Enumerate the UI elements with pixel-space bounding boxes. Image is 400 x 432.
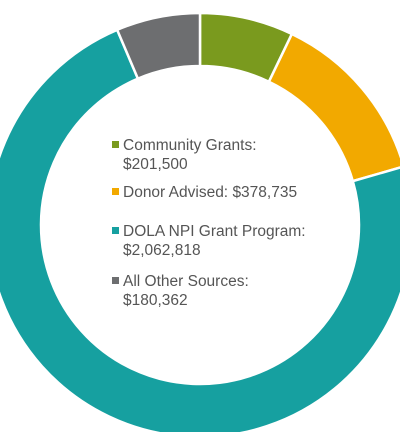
legend-value-community-grants: $201,500 xyxy=(123,156,188,173)
legend-swatch-community-grants xyxy=(112,141,119,148)
legend-value-donor-advised: $378,735 xyxy=(232,184,298,201)
donut-slice-donor-advised xyxy=(267,32,400,183)
legend-value-dola-npi: $2,062,818 xyxy=(123,242,201,259)
legend-swatch-dola-npi xyxy=(112,227,119,234)
legend-swatch-donor-advised xyxy=(112,188,119,195)
legend-label-dola-npi: DOLA NPI Grant Program: xyxy=(123,223,306,240)
legend-label-donor-advised: Donor Advised: xyxy=(123,184,229,201)
legend-value-all-other-sources: $180,362 xyxy=(123,292,188,309)
legend-label-all-other-sources: All Other Sources: xyxy=(123,273,249,290)
legend-entry-all-other-sources: All Other Sources: $180,362 xyxy=(112,272,342,310)
legend-entry-dola-npi: DOLA NPI Grant Program: $2,062,818 xyxy=(112,222,342,260)
legend-entry-donor-advised: Donor Advised: $378,735 xyxy=(112,183,342,202)
donut-slice-all-other-sources xyxy=(115,11,202,81)
chart-legend: Community Grants: $201,500 Donor Advised… xyxy=(112,136,342,310)
legend-entry-community-grants: Community Grants: $201,500 xyxy=(112,136,342,174)
legend-label-community-grants: Community Grants: xyxy=(123,137,257,154)
legend-swatch-all-other-sources xyxy=(112,277,119,284)
donut-slice-dola-npi xyxy=(0,28,400,432)
